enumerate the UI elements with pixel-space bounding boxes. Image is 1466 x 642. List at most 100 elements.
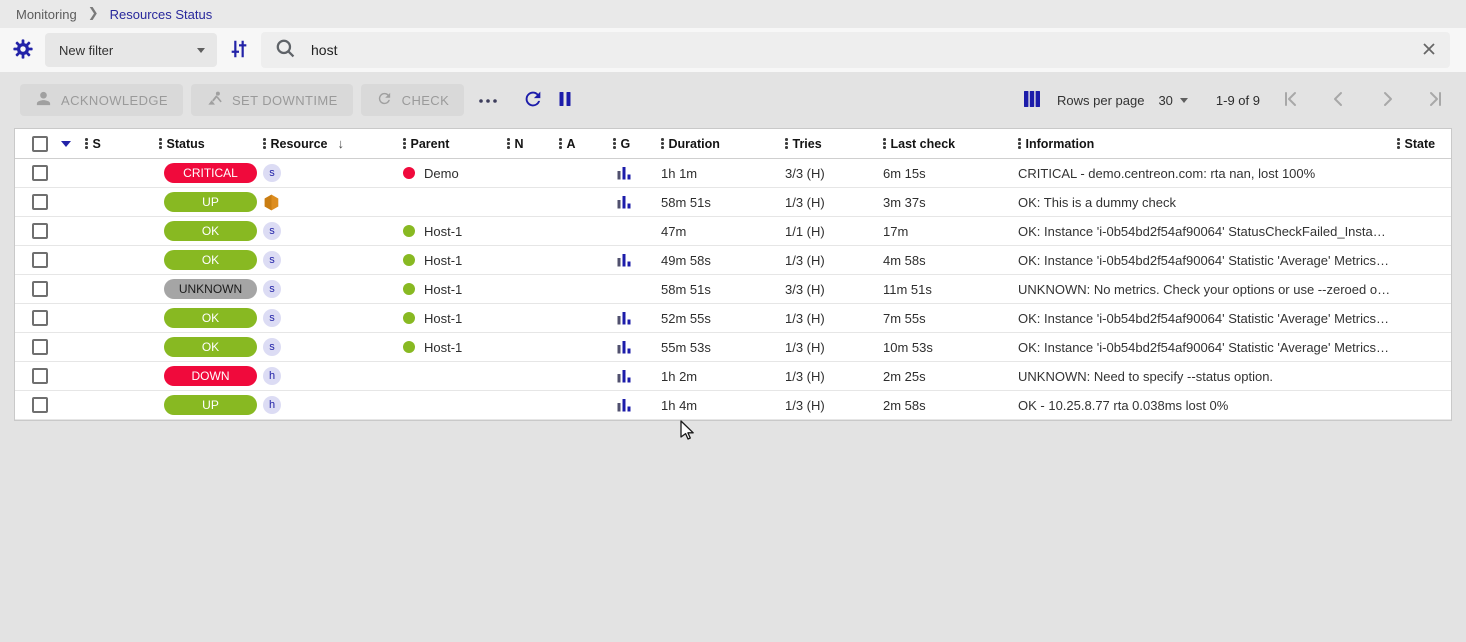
column-header-notes[interactable]: N xyxy=(501,137,553,151)
table-row[interactable]: OK s Host-1 49m 58s 1/3 (H) 4m 58s OK: I… xyxy=(15,246,1451,275)
information-value: OK - 10.25.8.77 rta 0.038ms lost 0% xyxy=(1018,397,1229,413)
column-drag-handle[interactable] xyxy=(507,138,510,149)
table-row[interactable]: UP 58m 51s 1/3 (H) 3m 37s OK xyxy=(15,188,1451,217)
information-value: CRITICAL - demo.centreon.com: rta nan, l… xyxy=(1018,165,1316,181)
column-header-duration[interactable]: Duration xyxy=(655,137,779,151)
duration-value: 1h 2m xyxy=(661,368,698,384)
parent-status-dot xyxy=(403,167,415,179)
graph-icon[interactable] xyxy=(617,398,631,412)
search-input[interactable]: host xyxy=(261,32,1450,68)
status-badge: DOWN xyxy=(164,366,257,386)
column-drag-handle[interactable] xyxy=(403,138,406,149)
parent-status-dot xyxy=(403,341,415,353)
row-checkbox[interactable] xyxy=(32,281,48,297)
previous-page-button[interactable] xyxy=(1330,90,1348,111)
graph-icon[interactable] xyxy=(617,253,631,267)
breadcrumb-section[interactable]: Monitoring xyxy=(16,6,77,22)
information-value: OK: Instance 'i-0b54bd2f54af90064' Stati… xyxy=(1018,339,1391,355)
breadcrumb-page[interactable]: Resources Status xyxy=(109,6,213,22)
resource-type-icon: s xyxy=(263,251,281,269)
set-downtime-button[interactable]: SET DOWNTIME xyxy=(190,84,353,116)
search-value[interactable]: host xyxy=(311,42,338,58)
column-header-status[interactable]: Status xyxy=(153,137,257,151)
last-check-value: 7m 55s xyxy=(883,310,926,326)
graph-icon[interactable] xyxy=(617,369,631,383)
first-page-button[interactable] xyxy=(1282,90,1300,111)
column-drag-handle[interactable] xyxy=(661,138,664,149)
column-drag-handle[interactable] xyxy=(785,138,788,149)
column-drag-handle[interactable] xyxy=(85,138,88,149)
row-checkbox[interactable] xyxy=(32,397,48,413)
refresh-button[interactable] xyxy=(522,88,544,113)
column-header-information[interactable]: Information xyxy=(1012,137,1391,151)
resource-type-icon: h xyxy=(263,396,281,414)
duration-value: 49m 58s xyxy=(661,252,711,268)
row-checkbox[interactable] xyxy=(32,165,48,181)
information-value: OK: This is a dummy check xyxy=(1018,194,1176,210)
row-checkbox[interactable] xyxy=(32,339,48,355)
parent-status-dot xyxy=(403,312,415,324)
parent-name: Demo xyxy=(424,165,459,181)
edit-columns-button[interactable] xyxy=(1023,90,1041,111)
last-check-value: 2m 25s xyxy=(883,368,926,384)
close-icon xyxy=(1420,40,1438,61)
chevron-left-icon xyxy=(1330,90,1348,111)
advanced-filters-button[interactable] xyxy=(228,38,250,63)
table-row[interactable]: DOWN h 1h 2m 1/3 (H) 2m 25s UNKNOWN: Nee… xyxy=(15,362,1451,391)
more-actions-button[interactable] xyxy=(478,93,498,108)
graph-icon[interactable] xyxy=(617,166,631,180)
table-row[interactable]: CRITICAL s Demo 1h 1m 3/3 (H) 6m 15s CRI… xyxy=(15,159,1451,188)
chevron-right-icon: ❯ xyxy=(87,5,99,20)
column-header-acknowledge[interactable]: A xyxy=(553,137,607,151)
column-header-resource[interactable]: Resource ↓ xyxy=(257,136,397,151)
column-drag-handle[interactable] xyxy=(1018,138,1021,149)
clear-search-button[interactable] xyxy=(1420,40,1438,61)
parent-name: Host-1 xyxy=(424,310,463,326)
rows-per-page-label: Rows per page xyxy=(1056,92,1145,108)
row-checkbox[interactable] xyxy=(32,194,48,210)
next-page-button[interactable] xyxy=(1378,90,1396,111)
gear-icon xyxy=(12,38,34,63)
column-drag-handle[interactable] xyxy=(159,138,162,149)
last-check-value: 4m 58s xyxy=(883,252,926,268)
saved-filter-select[interactable]: New filter xyxy=(45,33,217,67)
select-all-checkbox[interactable] xyxy=(32,135,48,152)
parent-name: Host-1 xyxy=(424,252,463,268)
table-row[interactable]: UP h 1h 4m 1/3 (H) 2m 58s OK - 10.25.8.7… xyxy=(15,391,1451,420)
row-checkbox[interactable] xyxy=(32,310,48,326)
column-header-parent[interactable]: Parent xyxy=(397,137,501,151)
acknowledge-button[interactable]: ACKNOWLEDGE xyxy=(20,84,183,116)
pagination-range: 1-9 of 9 xyxy=(1215,92,1260,108)
table-row[interactable]: OK s Host-1 52m 55s 1/3 (H) 7m 55s OK: I… xyxy=(15,304,1451,333)
row-checkbox[interactable] xyxy=(32,368,48,384)
breadcrumb: Monitoring ❯ Resources Status xyxy=(0,0,1466,28)
column-header-last-check[interactable]: Last check xyxy=(877,137,1012,151)
column-drag-handle[interactable] xyxy=(1397,138,1400,149)
column-header-state[interactable]: State xyxy=(1391,137,1451,151)
table-row[interactable]: OK s Host-1 47m 1/1 (H) 17m OK: Instance… xyxy=(15,217,1451,246)
graph-icon[interactable] xyxy=(617,195,631,209)
row-checkbox[interactable] xyxy=(32,252,48,268)
column-drag-handle[interactable] xyxy=(613,138,616,149)
first-page-icon xyxy=(1282,90,1300,111)
column-drag-handle[interactable] xyxy=(263,138,266,149)
column-drag-handle[interactable] xyxy=(559,138,562,149)
pause-autorefresh-button[interactable] xyxy=(556,90,574,111)
table-row[interactable]: UNKNOWN s Host-1 58m 51s 3/3 (H) 11m 51s… xyxy=(15,275,1451,304)
rows-per-page-select[interactable]: 30 xyxy=(1158,93,1188,108)
column-header-severity[interactable]: S xyxy=(79,137,153,151)
tries-value: 1/3 (H) xyxy=(785,397,825,413)
filter-settings-button[interactable] xyxy=(12,38,34,63)
last-page-button[interactable] xyxy=(1426,90,1444,111)
duration-value: 58m 51s xyxy=(661,281,711,297)
row-checkbox[interactable] xyxy=(32,223,48,239)
table-row[interactable]: OK s Host-1 55m 53s 1/3 (H) 10m 53s OK: … xyxy=(15,333,1451,362)
column-drag-handle[interactable] xyxy=(883,138,886,149)
selection-menu-caret-icon[interactable] xyxy=(61,140,71,147)
graph-icon[interactable] xyxy=(617,311,631,325)
graph-icon[interactable] xyxy=(617,340,631,354)
column-header-graph[interactable]: G xyxy=(607,137,655,151)
column-header-tries[interactable]: Tries xyxy=(779,137,877,151)
tries-value: 1/3 (H) xyxy=(785,252,825,268)
check-button[interactable]: CHECK xyxy=(360,84,465,116)
